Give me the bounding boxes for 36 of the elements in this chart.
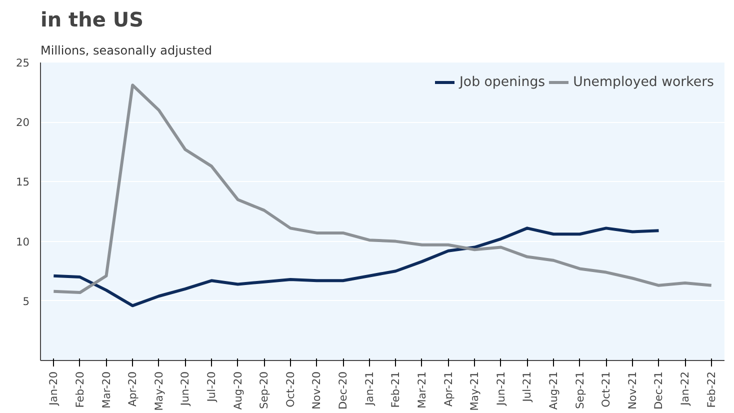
x-tick-label: Dec-20: [336, 371, 350, 410]
x-tick-label: May-21: [468, 372, 482, 411]
x-tick-label: Jun-20: [178, 371, 192, 407]
chart-title: in the US: [40, 8, 144, 32]
x-tick-label: May-20: [152, 371, 166, 411]
x-tick-label: Oct-21: [600, 371, 613, 408]
chart-subtitle: Millions, seasonally adjusted: [40, 44, 212, 58]
x-tick-label: Feb-20: [73, 371, 86, 408]
x-tick-label: Jul-20: [205, 371, 218, 403]
y-tick-label: 20: [16, 116, 30, 130]
x-tick-label: Jan-20: [47, 371, 60, 406]
y-tick-label: 15: [16, 176, 30, 189]
x-tick-label: Nov-21: [626, 371, 639, 410]
x-tick-label: Sep-20: [258, 371, 271, 409]
x-tick-label: Oct-20: [284, 371, 297, 408]
y-tick-label: 10: [16, 235, 30, 248]
x-tick-label: Feb-22: [704, 371, 718, 408]
x-tick-label: Jan-21: [362, 371, 376, 406]
x-tick-label: Aug-21: [547, 371, 560, 410]
x-tick-label: Feb-21: [389, 371, 402, 408]
x-tick-label: Jun-21: [494, 371, 508, 407]
y-tick-label: 25: [16, 56, 30, 70]
line-series: [52, 226, 660, 308]
legend-label: Job openings: [460, 74, 546, 90]
x-tick-label: Dec-21: [652, 371, 666, 410]
x-tick-label: Aug-20: [231, 371, 244, 410]
x-tick-label: Nov-20: [310, 371, 324, 410]
x-tick-label: Mar-21: [415, 371, 428, 408]
x-tick-label: Mar-20: [100, 371, 113, 408]
legend-label: Unemployed workers: [573, 74, 714, 90]
x-tick-label: Sep-21: [573, 371, 586, 409]
x-tick-label: Apr-21: [442, 371, 455, 407]
x-tick-label: Jul-21: [520, 371, 534, 403]
x-tick-label: Jan-22: [678, 371, 692, 406]
y-tick-label: 5: [22, 294, 30, 308]
x-tick-label: Apr-20: [126, 371, 140, 407]
